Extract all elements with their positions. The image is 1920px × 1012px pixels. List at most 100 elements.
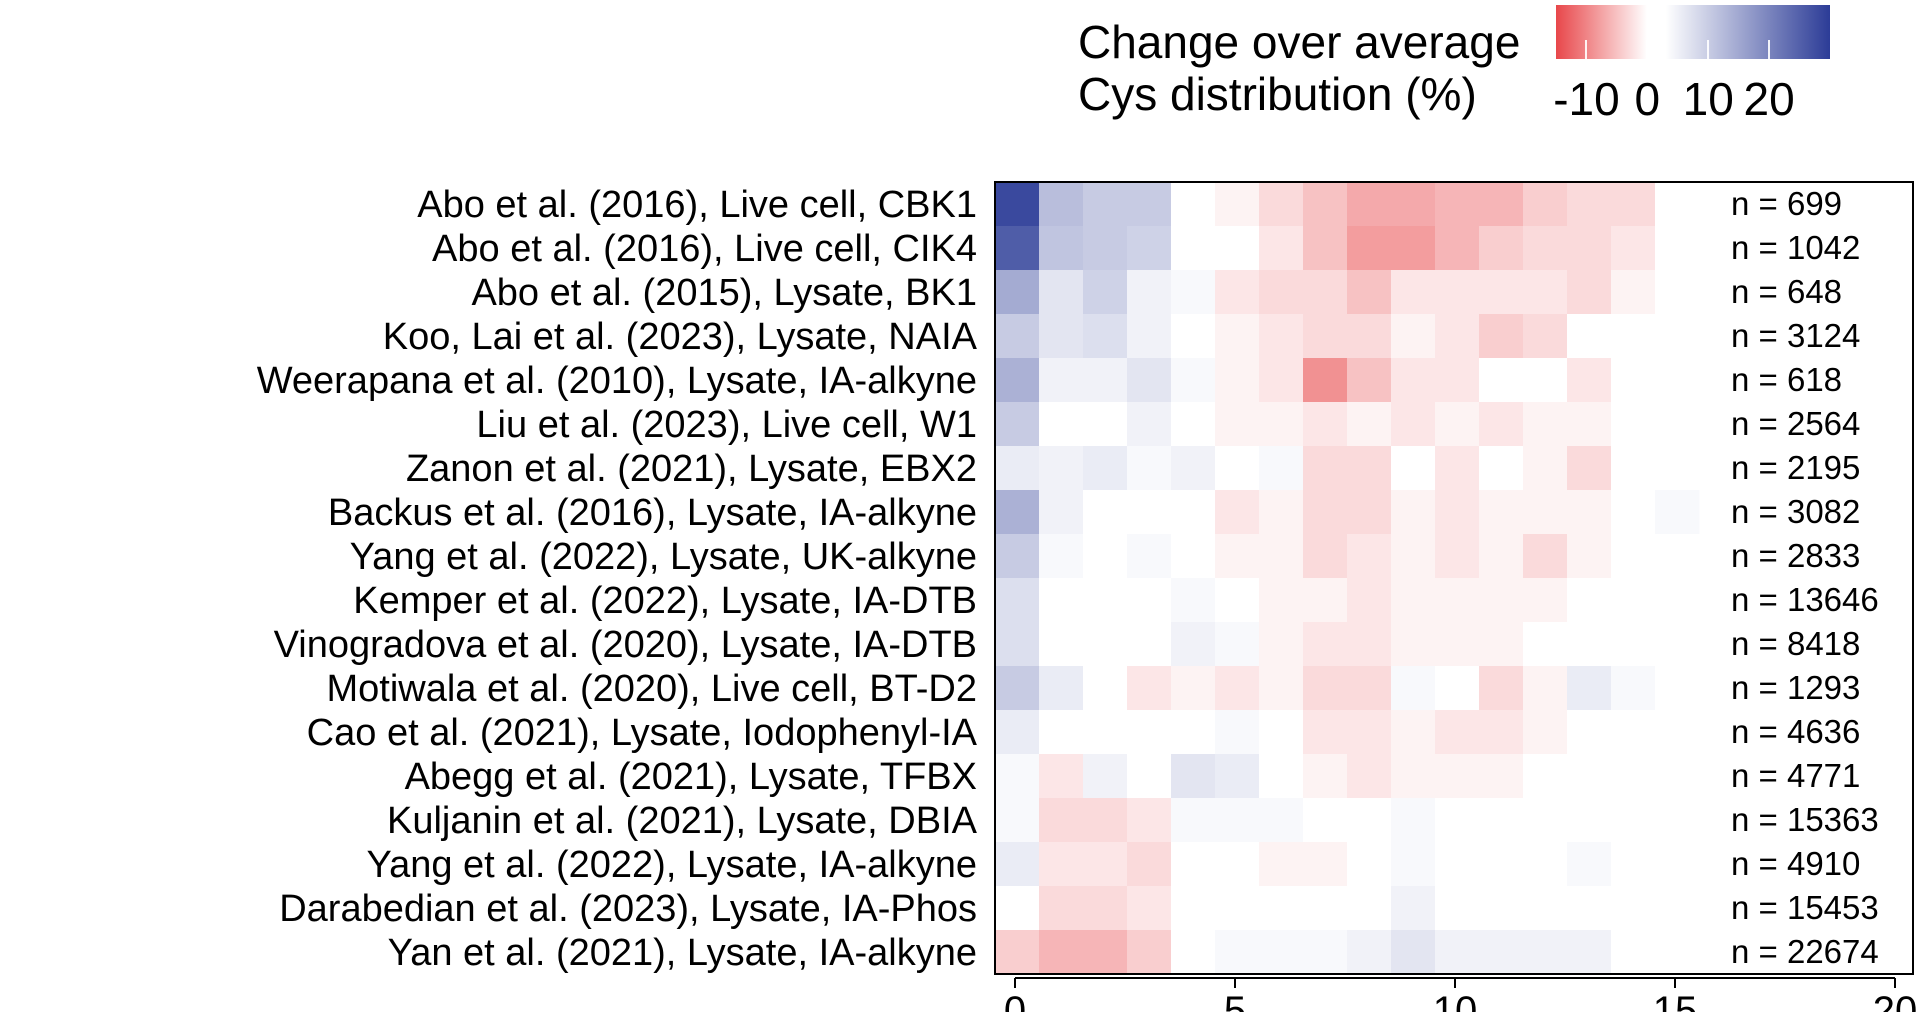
heatmap-cell [1523,446,1568,491]
heatmap-cell [995,842,1040,887]
heatmap-cell [1435,930,1480,975]
heatmap-cell [1259,578,1304,623]
x-tick-label: 20 [1873,989,1918,1012]
legend-title-line1: Change over average [1078,16,1521,68]
heatmap-cell [1215,622,1260,667]
n-label: n = 648 [1731,273,1842,310]
heatmap-cell [1039,666,1084,711]
row-label: Zanon et al. (2021), Lysate, EBX2 [406,448,977,490]
heatmap-cell [1171,534,1216,579]
heatmap-cell [1611,314,1656,359]
heatmap-cell [1567,534,1612,579]
heatmap-cell [1171,842,1216,887]
heatmap-cell [1127,490,1172,535]
heatmap-cell [1567,886,1612,931]
x-tick-label: 15 [1653,989,1698,1012]
row-label: Darabedian et al. (2023), Lysate, IA-Pho… [279,888,977,930]
heatmap-cell [1611,666,1656,711]
heatmap-cell [1171,270,1216,315]
heatmap-cell [1479,886,1524,931]
heatmap-cell [1435,402,1480,447]
heatmap-cell [1347,798,1392,843]
heatmap-cell [1083,798,1128,843]
heatmap-cell [1567,710,1612,755]
heatmap-cell [1171,358,1216,403]
heatmap-cell [1171,182,1216,227]
heatmap-cell [1655,358,1700,403]
legend-tick-mark [1646,40,1649,59]
heatmap-cell [1523,622,1568,667]
heatmap-cell [1391,930,1436,975]
heatmap-cell [1215,842,1260,887]
row-label: Yang et al. (2022), Lysate, UK-alkyne [350,536,977,578]
heatmap-cell [1611,578,1656,623]
heatmap-cell [1171,314,1216,359]
heatmap-cell [1523,314,1568,359]
n-label: n = 3124 [1731,317,1860,354]
heatmap-cell [1039,226,1084,271]
heatmap-cell [1435,578,1480,623]
heatmap-cell [1171,754,1216,799]
n-label: n = 4910 [1731,845,1860,882]
heatmap-cell [1259,314,1304,359]
heatmap-cell [1303,754,1348,799]
heatmap-cell [1083,182,1128,227]
heatmap-cell [1303,622,1348,667]
heatmap-cell [1259,666,1304,711]
n-label: n = 13646 [1731,581,1879,618]
heatmap-cell [1479,534,1524,579]
heatmap-cell [1523,270,1568,315]
row-label: Liu et al. (2023), Live cell, W1 [476,404,977,446]
heatmap-cell [1479,710,1524,755]
heatmap-cell [1523,226,1568,271]
heatmap-cell [1303,710,1348,755]
heatmap-cell [1391,886,1436,931]
heatmap-cell [1611,754,1656,799]
heatmap-cell [1391,578,1436,623]
row-label: Yan et al. (2021), Lysate, IA-alkyne [388,932,977,974]
heatmap-cell [1039,446,1084,491]
heatmap-cell [1435,710,1480,755]
heatmap-cell [1391,182,1436,227]
heatmap-cell [1523,358,1568,403]
heatmap-cell [1171,490,1216,535]
heatmap-cell [1259,226,1304,271]
heatmap-cell [1303,402,1348,447]
heatmap-cell [1655,930,1700,975]
heatmap-cell [1523,182,1568,227]
row-label: Abo et al. (2016), Live cell, CIK4 [432,228,977,270]
heatmap-cell [1435,182,1480,227]
heatmap-cell [995,314,1040,359]
heatmap-cell [1259,446,1304,491]
heatmap-cell [1347,358,1392,403]
heatmap-cell [1259,534,1304,579]
heatmap-cell [1039,798,1084,843]
heatmap-frame [994,181,1914,975]
heatmap-cell [1303,534,1348,579]
heatmap-cell [1523,710,1568,755]
n-label: n = 2195 [1731,449,1860,486]
legend-tick-label: -10 [1553,73,1620,125]
heatmap-cell [1435,226,1480,271]
heatmap-cell [1347,754,1392,799]
heatmap-cell [995,182,1040,227]
heatmap-cell [1391,446,1436,491]
heatmap-cell [1435,886,1480,931]
heatmap-cell [1259,490,1304,535]
legend-tick-mark [1707,40,1710,59]
heatmap-cell [1303,490,1348,535]
heatmap-cell [1479,842,1524,887]
row-label: Yang et al. (2022), Lysate, IA-alkyne [367,844,977,886]
heatmap-cell [1083,842,1128,887]
heatmap-cell [1127,666,1172,711]
legend-tick-label: 10 [1682,73,1734,125]
row-label: Weerapana et al. (2010), Lysate, IA-alky… [257,360,977,402]
heatmap-cell [1259,754,1304,799]
heatmap-cell [1655,182,1700,227]
heatmap-cell [1655,842,1700,887]
heatmap-cell [1215,798,1260,843]
heatmap-cell [1039,578,1084,623]
legend-tick-label: 0 [1634,73,1661,125]
heatmap-cell [1215,754,1260,799]
heatmap-cell [1127,930,1172,975]
